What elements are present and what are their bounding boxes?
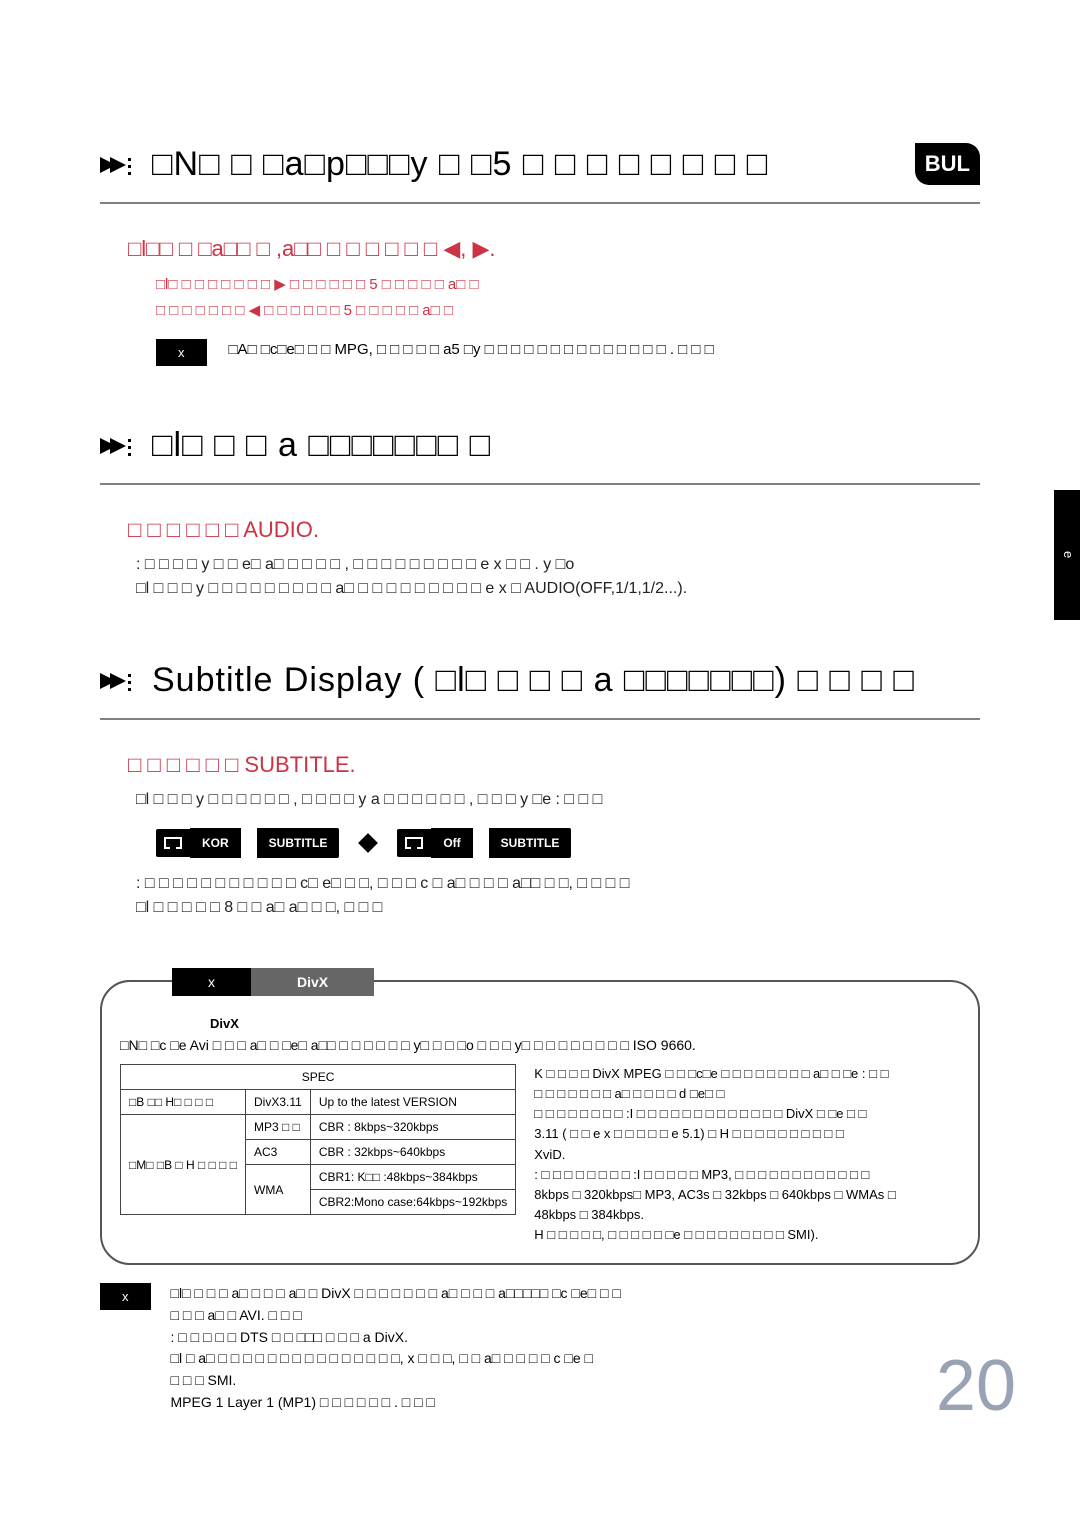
section2-body: : □ □ □ □ y □ □ e□ a□ □ □ □ □ , □ □ □ □ … bbox=[136, 553, 980, 601]
side-tab: e bbox=[1054, 490, 1080, 620]
section1-note: x □A□ □c□e□ □ □ MPG, □ □ □ □ □ a5 □y □ □… bbox=[156, 339, 980, 366]
spec-header: SPEC bbox=[121, 1065, 516, 1090]
double-arrow-icon bbox=[100, 153, 132, 177]
subtitle-value: KOR bbox=[190, 828, 241, 858]
divx-tab-left: x bbox=[172, 968, 251, 996]
divx-below: x □l□ □ □ □ a□ □ □ □ a□ □ DivX □ □ □ □ □… bbox=[100, 1283, 980, 1413]
section3-line1: □l □ □ □ y □ □ □ □ □ □ , □ □ □ □ y a □ □… bbox=[136, 788, 980, 812]
table-row: □B □□ H□ □ □ □ DivX3.11 Up to the latest… bbox=[121, 1090, 516, 1115]
section3-title-row: Subtitle Display ( □l□ □ □ □ a □□□□□□□) … bbox=[100, 661, 980, 700]
note-badge: x bbox=[156, 339, 207, 366]
divider bbox=[100, 483, 980, 485]
subtitle-value: Off bbox=[431, 828, 472, 858]
language-badge: BUL bbox=[915, 143, 980, 185]
subtitle-label: SUBTITLE bbox=[489, 828, 572, 858]
table-row: □M□ □B □ H □ □ □ □ MP3 □ □ CBR : 8kbps~3… bbox=[121, 1115, 516, 1140]
divider bbox=[100, 202, 980, 204]
section-skip: BUL □N□ □ □a□p□□□y □ □5 □ □ □ □ □ □ □ □ … bbox=[100, 145, 980, 366]
diamond-icon bbox=[358, 833, 378, 853]
divx-tab-right: DivX bbox=[251, 968, 374, 996]
divx-block: x DivX DivX □N□ □c □e Avi □ □ □ a□ □ □e□… bbox=[100, 980, 980, 1413]
section-audio: □l□ □ □ a □□□□□□□ □ □ □ □ □ □ □ AUDIO. :… bbox=[100, 426, 980, 601]
page-content: BUL □N□ □ □a□p□□□y □ □5 □ □ □ □ □ □ □ □ … bbox=[100, 145, 980, 1413]
section1-title: □N□ □ □a□p□□□y □ □5 □ □ □ □ □ □ □ □ bbox=[152, 145, 768, 184]
divx-tab: x DivX bbox=[172, 968, 374, 996]
subtitle-icon bbox=[397, 829, 431, 857]
section3-body2: : □ □ □ □ □ □ □ □ □ □ □ c□ e□ □ □, □ □ □… bbox=[136, 872, 980, 920]
double-arrow-icon bbox=[100, 434, 132, 458]
subtitle-off: Off bbox=[397, 828, 472, 858]
divx-below-text: □l□ □ □ □ a□ □ □ □ a□ □ DivX □ □ □ □ □ □… bbox=[171, 1283, 621, 1413]
section1-note-text: □A□ □c□e□ □ □ MPG, □ □ □ □ □ a5 □y □ □ □… bbox=[229, 339, 981, 362]
divider bbox=[100, 718, 980, 720]
section3-title: Subtitle Display ( □l□ □ □ □ a □□□□□□□) … bbox=[152, 661, 915, 700]
page-number: 20 bbox=[936, 1345, 1016, 1427]
subtitle-badges: KOR SUBTITLE Off SUBTITLE bbox=[156, 828, 980, 858]
section-subtitle: Subtitle Display ( □l□ □ □ □ a □□□□□□□) … bbox=[100, 661, 980, 920]
section2-title-row: □l□ □ □ a □□□□□□□ □ bbox=[100, 426, 980, 465]
divx-sublabel: DivX bbox=[210, 1016, 960, 1031]
section1-body: □l□ □ □ □ □ □ □ □ ▶ □ □ □ □ □ □ 5 □ □ □ … bbox=[156, 272, 980, 323]
double-arrow-icon bbox=[100, 669, 132, 693]
divx-right-notes: K □ □ □ □ DivX MPEG □ □ □c□e □ □ □ □ □ □… bbox=[534, 1064, 960, 1245]
divx-line-top: □N□ □c □e Avi □ □ □ a□ □ □e□ a□□ □ □ □ □… bbox=[120, 1035, 960, 1056]
section2-subtitle: □ □ □ □ □ □ AUDIO. bbox=[128, 517, 980, 543]
section2-title: □l□ □ □ a □□□□□□□ □ bbox=[152, 426, 491, 465]
subtitle-kor: KOR bbox=[156, 828, 241, 858]
spec-table: SPEC □B □□ H□ □ □ □ DivX3.11 Up to the l… bbox=[120, 1064, 516, 1215]
section3-subtitle: □ □ □ □ □ □ SUBTITLE. bbox=[128, 752, 980, 778]
divx-box: x DivX DivX □N□ □c □e Avi □ □ □ a□ □ □e□… bbox=[100, 980, 980, 1265]
note-badge: x bbox=[100, 1283, 151, 1310]
section1-subtitle: □l□□ □ □a□□ □ ,a□□ □ □ □ □ □ □ ◀, ▶. bbox=[128, 236, 980, 262]
section1-title-row: □N□ □ □a□p□□□y □ □5 □ □ □ □ □ □ □ □ bbox=[100, 145, 980, 184]
subtitle-label: SUBTITLE bbox=[257, 828, 340, 858]
divx-columns: SPEC □B □□ H□ □ □ □ DivX3.11 Up to the l… bbox=[120, 1064, 960, 1245]
subtitle-icon bbox=[156, 829, 190, 857]
